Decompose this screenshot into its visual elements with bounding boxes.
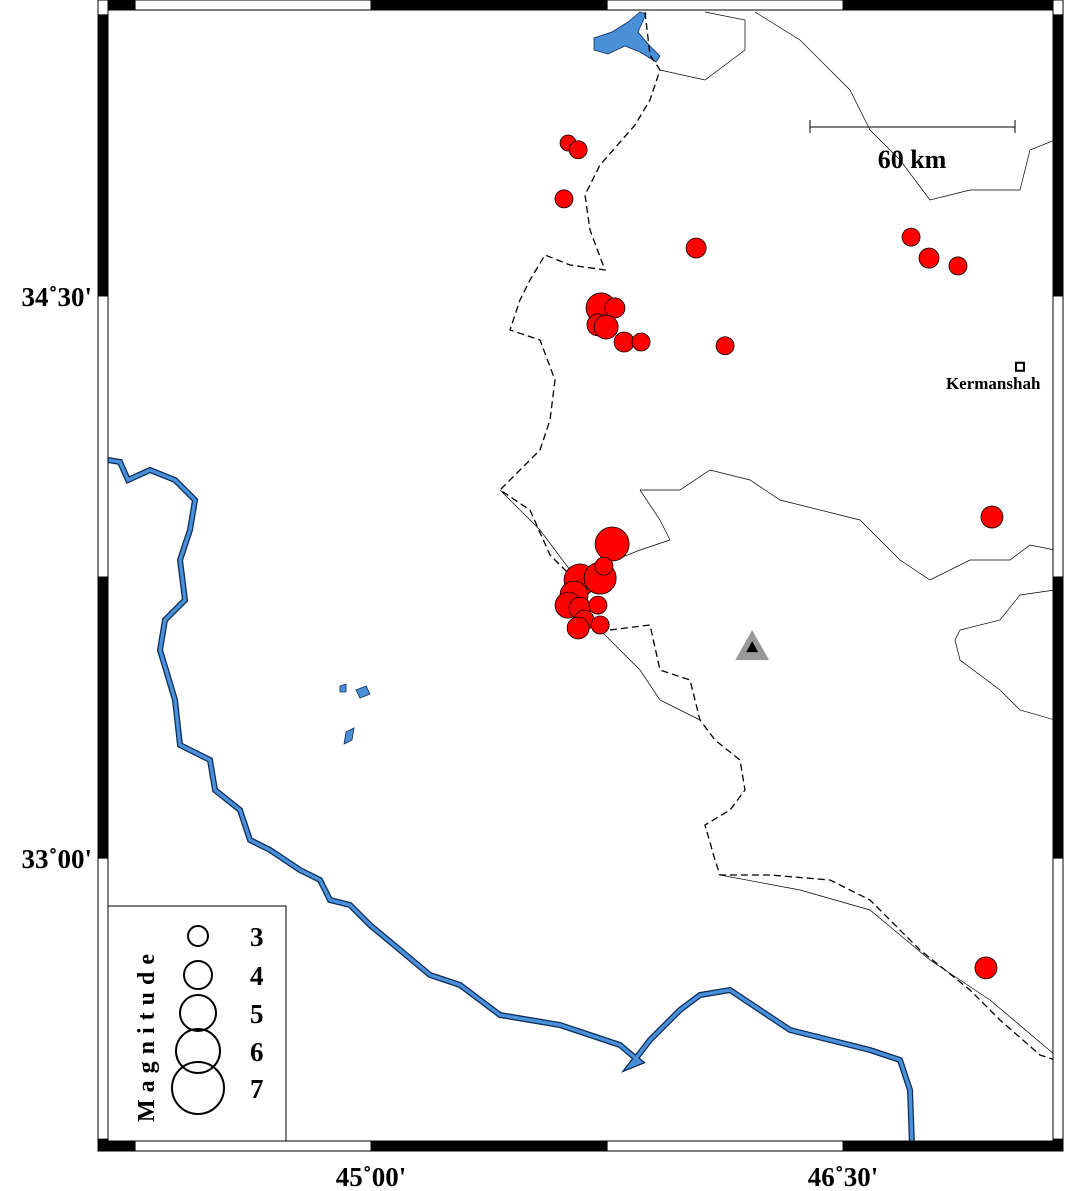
scale-bar-label: 60 km — [878, 145, 947, 174]
earthquake-event[interactable] — [590, 615, 610, 635]
earthquake-event[interactable] — [566, 616, 590, 640]
city-label: Kermanshah — [946, 374, 1041, 393]
y-tick-label: 34˚30' — [22, 282, 93, 312]
frame-segment — [97, 0, 109, 16]
frame-segment — [134, 1140, 372, 1152]
station-inner-icon — [746, 641, 759, 653]
earthquake-event[interactable] — [980, 505, 1004, 529]
frame-segment — [134, 0, 372, 11]
frame-segment — [97, 1138, 109, 1152]
legend-label: 3 — [250, 922, 264, 952]
frame-segment — [97, 14, 109, 297]
frame-segment — [842, 0, 1064, 11]
frame-segment — [1052, 0, 1064, 16]
earthquake-event[interactable] — [554, 189, 574, 209]
frame-segment — [606, 1140, 844, 1152]
earthquake-event[interactable] — [685, 237, 707, 259]
legend-circle — [187, 925, 209, 947]
frame-segment — [606, 0, 844, 11]
legend: Magnitude 3 4 5 6 7 — [107, 905, 287, 1142]
earthquake-event[interactable] — [901, 227, 921, 247]
lake — [339, 683, 371, 745]
legend-circle — [171, 1061, 225, 1115]
legend-circle — [179, 994, 217, 1032]
map-frame — [97, 0, 1064, 1152]
lake — [593, 11, 661, 63]
earthquake-event[interactable] — [604, 297, 626, 319]
x-tick-label: 45˚00' — [336, 1162, 407, 1191]
legend-label: 5 — [250, 999, 264, 1029]
frame-segment — [1052, 576, 1064, 859]
earthquake-event[interactable] — [974, 956, 998, 980]
y-tick-label: 33˚00' — [22, 844, 93, 874]
earthquake-event[interactable] — [594, 526, 630, 562]
kermanshah-city[interactable]: Kermanshah — [946, 361, 1041, 393]
earthquake-events — [554, 134, 1004, 980]
frame-segment — [370, 0, 608, 11]
frame-segment — [1052, 295, 1064, 578]
frame-segment — [1052, 14, 1064, 297]
frame-segment — [97, 295, 109, 578]
earthquake-event[interactable] — [631, 332, 651, 352]
frame-segment — [370, 1140, 608, 1152]
frame-segment — [97, 857, 109, 1140]
earthquake-event[interactable] — [918, 247, 940, 269]
rivers-lakes — [108, 11, 915, 1141]
frame-segment — [1052, 857, 1064, 1140]
x-tick-label: 46˚30' — [808, 1162, 879, 1191]
earthquake-event[interactable] — [613, 331, 635, 353]
earthquake-event[interactable] — [715, 336, 735, 356]
earthquake-event[interactable] — [593, 314, 619, 340]
earthquake-event[interactable] — [588, 595, 608, 615]
legend-label: 6 — [250, 1037, 264, 1067]
province-borders — [499, 11, 1053, 1054]
axis-labels: 45˚00' 46˚30' 34˚30' 33˚00' — [22, 282, 879, 1191]
frame-segment — [97, 576, 109, 859]
city-square-icon — [1014, 361, 1025, 372]
earthquake-event[interactable] — [568, 140, 588, 160]
frame-segment — [1052, 1138, 1064, 1152]
earthquake-event[interactable] — [948, 256, 968, 276]
scale-bar: 60 km — [809, 120, 1016, 174]
legend-label: 4 — [250, 961, 264, 991]
frame-segment — [842, 1140, 1064, 1152]
station-marker[interactable] — [735, 630, 770, 661]
legend-circle — [183, 960, 213, 990]
earthquake-event[interactable] — [594, 556, 614, 576]
legend-title: Magnitude — [134, 947, 160, 1122]
international-border — [498, 11, 1053, 1061]
legend-label: 7 — [250, 1074, 264, 1104]
legend-circle — [175, 1028, 221, 1074]
